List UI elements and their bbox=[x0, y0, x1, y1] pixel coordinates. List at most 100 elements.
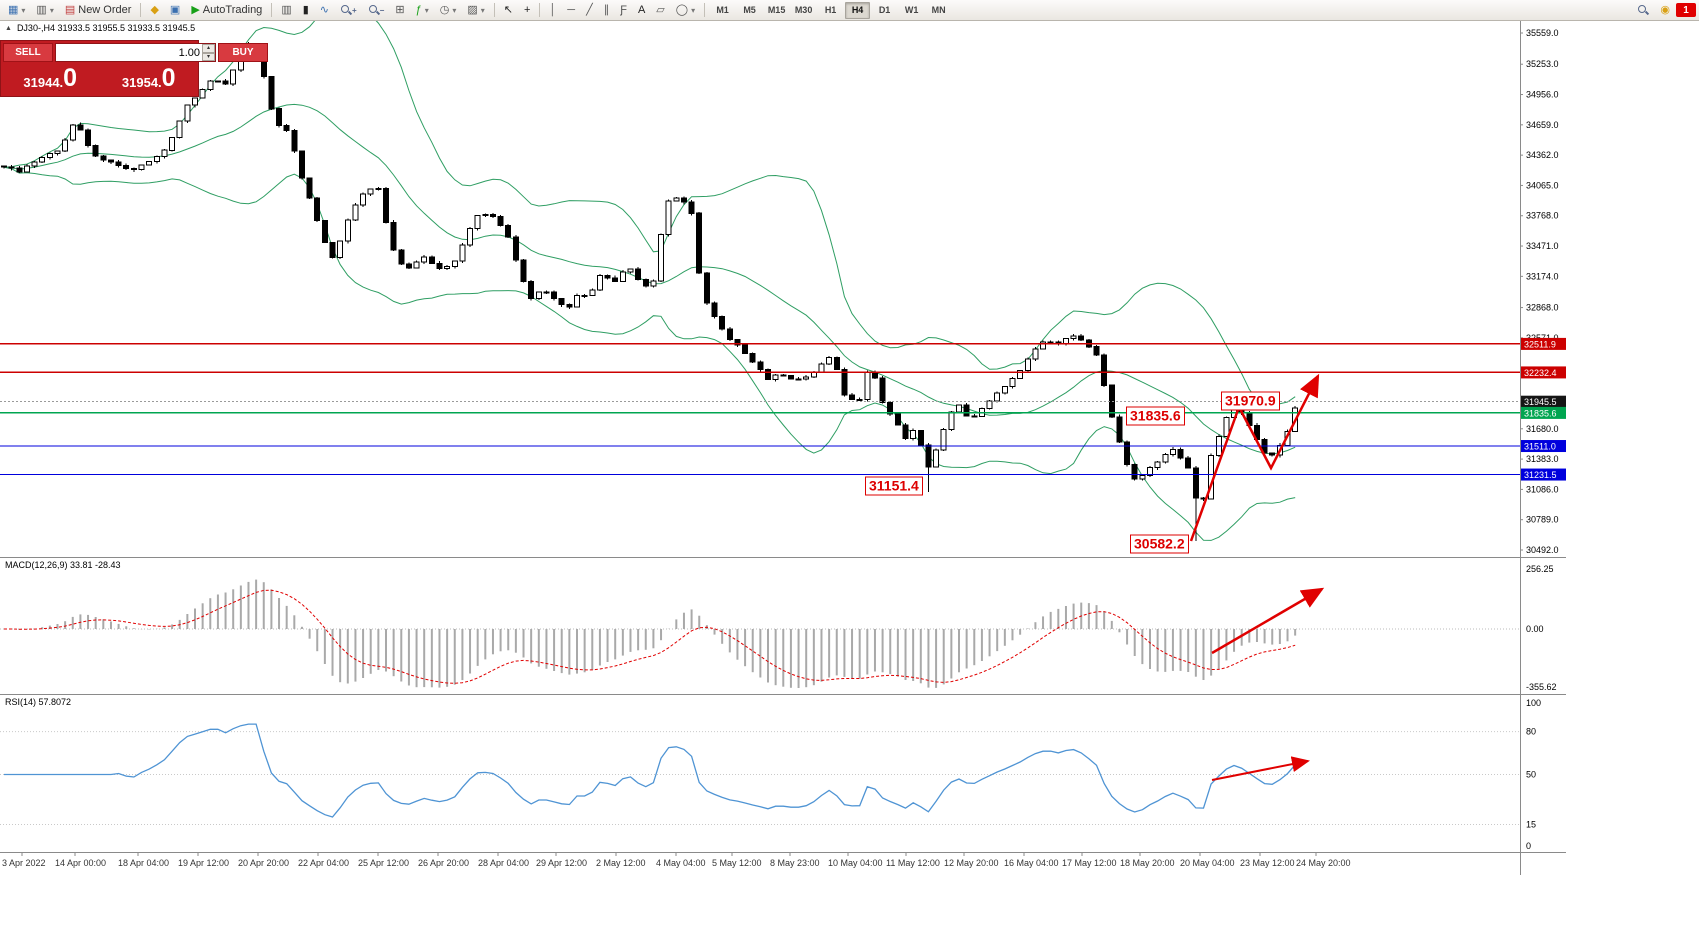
rsi-panel: 100 80 50 15 0 bbox=[0, 698, 1541, 851]
new-chart-button[interactable]: ▦ ▾ bbox=[3, 1, 30, 20]
label-icon: ▱ bbox=[656, 3, 665, 16]
channel-button[interactable]: ∥ bbox=[599, 1, 615, 20]
cursor-button[interactable]: ↖ bbox=[499, 1, 518, 20]
profiles-button[interactable]: ▥ ▾ bbox=[31, 1, 58, 20]
price-annotation[interactable]: 31835.6 bbox=[1126, 406, 1185, 426]
svg-text:31680.0: 31680.0 bbox=[1526, 424, 1559, 434]
channel-icon: ∥ bbox=[603, 3, 610, 16]
svg-text:11 May 12:00: 11 May 12:00 bbox=[886, 858, 940, 868]
price-annotation[interactable]: 31151.4 bbox=[865, 476, 923, 496]
candles bbox=[1, 42, 1299, 541]
horizontal-line-button[interactable]: ─ bbox=[562, 1, 580, 20]
timeframe-M15[interactable]: M15 bbox=[767, 5, 786, 15]
trend-arrow[interactable] bbox=[1211, 756, 1310, 781]
svg-text:14 Apr 00:00: 14 Apr 00:00 bbox=[55, 858, 106, 868]
timeframe-MN[interactable]: MN bbox=[931, 5, 946, 15]
svg-text:29 Apr 12:00: 29 Apr 12:00 bbox=[536, 858, 587, 868]
vertical-line-icon: │ bbox=[549, 3, 557, 16]
svg-text:31086.0: 31086.0 bbox=[1526, 484, 1559, 494]
toolbar-separator bbox=[704, 3, 706, 17]
candlestick-chart-button[interactable]: ▮ bbox=[298, 1, 314, 20]
timeframe-group: M1 M5 M15 M30 H1 H4 D1 W1 MN bbox=[709, 1, 952, 19]
svg-text:100: 100 bbox=[1526, 698, 1541, 708]
timeframe-D1[interactable]: D1 bbox=[878, 5, 891, 15]
metaeditor-button[interactable]: ◆ bbox=[145, 1, 163, 20]
symbol-info: ▲ DJ30-,H4 31933.5 31955.5 31933.5 31945… bbox=[5, 23, 195, 33]
volume-up-button[interactable]: ▴ bbox=[202, 44, 215, 53]
sell-price-pips: 0 bbox=[63, 64, 78, 92]
svg-text:31231.5: 31231.5 bbox=[1524, 470, 1557, 480]
price-annotation[interactable]: 30582.2 bbox=[1130, 534, 1189, 554]
templates-button[interactable]: ▨ ▾ bbox=[462, 1, 489, 20]
vertical-line-button[interactable]: │ bbox=[544, 1, 561, 20]
zoom-out-button[interactable]: − bbox=[363, 1, 390, 20]
svg-text:34362.0: 34362.0 bbox=[1526, 150, 1559, 160]
timeframe-M30[interactable]: M30 bbox=[794, 5, 813, 15]
svg-text:5 May 12:00: 5 May 12:00 bbox=[712, 858, 762, 868]
svg-text:32232.4: 32232.4 bbox=[1524, 368, 1557, 378]
text-button[interactable]: A bbox=[633, 1, 650, 20]
terminal-button[interactable]: ▣ bbox=[165, 1, 185, 20]
svg-text:80: 80 bbox=[1526, 727, 1536, 737]
sell-button[interactable]: SELL bbox=[3, 43, 53, 62]
timeframe-M1[interactable]: M1 bbox=[716, 5, 729, 15]
timeframe-H1[interactable]: H1 bbox=[824, 5, 837, 15]
periods-button[interactable]: ◷ ▾ bbox=[435, 1, 462, 20]
svg-text:32868.0: 32868.0 bbox=[1526, 303, 1559, 313]
svg-text:19 Apr 12:00: 19 Apr 12:00 bbox=[178, 858, 229, 868]
trend-arrow[interactable] bbox=[1189, 373, 1320, 542]
buy-price[interactable]: 31954. 0 bbox=[100, 62, 199, 92]
crosshair-button[interactable]: + bbox=[519, 1, 535, 20]
line-chart-button[interactable]: ∿ bbox=[315, 1, 334, 20]
line-chart-icon: ∿ bbox=[319, 3, 329, 16]
new-order-label: New Order bbox=[78, 4, 132, 16]
terminal-icon: ▣ bbox=[169, 3, 181, 16]
toolbar-separator bbox=[140, 3, 142, 17]
timeframe-M5[interactable]: M5 bbox=[743, 5, 756, 15]
shapes-button[interactable]: ◯ ▾ bbox=[671, 1, 700, 20]
svg-text:33471.0: 33471.0 bbox=[1526, 241, 1559, 251]
panel-separators[interactable] bbox=[0, 557, 1566, 853]
community-button[interactable]: ◉ bbox=[1655, 1, 1675, 20]
search-button[interactable] bbox=[1632, 1, 1654, 20]
tile-windows-icon: ⊞ bbox=[395, 3, 405, 16]
tile-windows-button[interactable]: ⊞ bbox=[390, 1, 409, 20]
price-annotation[interactable]: 31970.9 bbox=[1221, 391, 1280, 411]
time-axis[interactable]: 3 Apr 2022 14 Apr 00:00 18 Apr 04:00 19 Apr… bbox=[2, 852, 1351, 868]
bar-chart-button[interactable]: ▥ bbox=[276, 1, 296, 20]
svg-text:10 May 04:00: 10 May 04:00 bbox=[828, 858, 883, 868]
toolbar-separator bbox=[271, 3, 273, 17]
svg-text:2 May 12:00: 2 May 12:00 bbox=[596, 858, 646, 868]
svg-text:12 May 20:00: 12 May 20:00 bbox=[944, 858, 999, 868]
svg-text:15: 15 bbox=[1526, 820, 1536, 830]
trend-arrow[interactable] bbox=[1211, 587, 1325, 655]
label-button[interactable]: ▱ bbox=[651, 1, 669, 20]
price-scale[interactable]: 35559.0 35253.0 34956.0 34659.0 34362.0 34065… bbox=[1520, 20, 1566, 875]
svg-text:31945.5: 31945.5 bbox=[1524, 397, 1557, 407]
indicators-button[interactable]: ƒ ▾ bbox=[411, 1, 434, 20]
collapse-panel-icon[interactable]: ▲ bbox=[5, 24, 12, 32]
notifications-badge[interactable]: 1 bbox=[1676, 3, 1696, 17]
svg-text:31383.0: 31383.0 bbox=[1526, 454, 1559, 464]
horizontal-level-lines[interactable] bbox=[0, 343, 1520, 476]
volume-down-button[interactable]: ▾ bbox=[202, 52, 215, 61]
svg-text:4 May 04:00: 4 May 04:00 bbox=[656, 858, 706, 868]
rsi-line bbox=[4, 723, 1296, 818]
new-order-button[interactable]: ▤ New Order bbox=[60, 1, 137, 20]
fibonacci-button[interactable]: Ƒ bbox=[615, 1, 632, 20]
trendline-button[interactable]: ╱ bbox=[581, 1, 598, 20]
volume-input[interactable] bbox=[56, 44, 202, 61]
zoom-in-button[interactable]: + bbox=[335, 1, 362, 20]
autotrading-button[interactable]: ▶ AutoTrading bbox=[186, 1, 267, 20]
sell-price[interactable]: 31944. 0 bbox=[1, 62, 100, 92]
timeframe-H4[interactable]: H4 bbox=[845, 1, 871, 19]
svg-text:30492.0: 30492.0 bbox=[1526, 545, 1559, 555]
timeframe-W1[interactable]: W1 bbox=[904, 5, 919, 15]
candlestick-chart-icon: ▮ bbox=[302, 3, 309, 16]
minus-icon: − bbox=[379, 5, 385, 15]
toolbar-separator bbox=[493, 3, 495, 17]
svg-text:-355.62: -355.62 bbox=[1526, 682, 1557, 692]
buy-button[interactable]: BUY bbox=[218, 43, 268, 62]
